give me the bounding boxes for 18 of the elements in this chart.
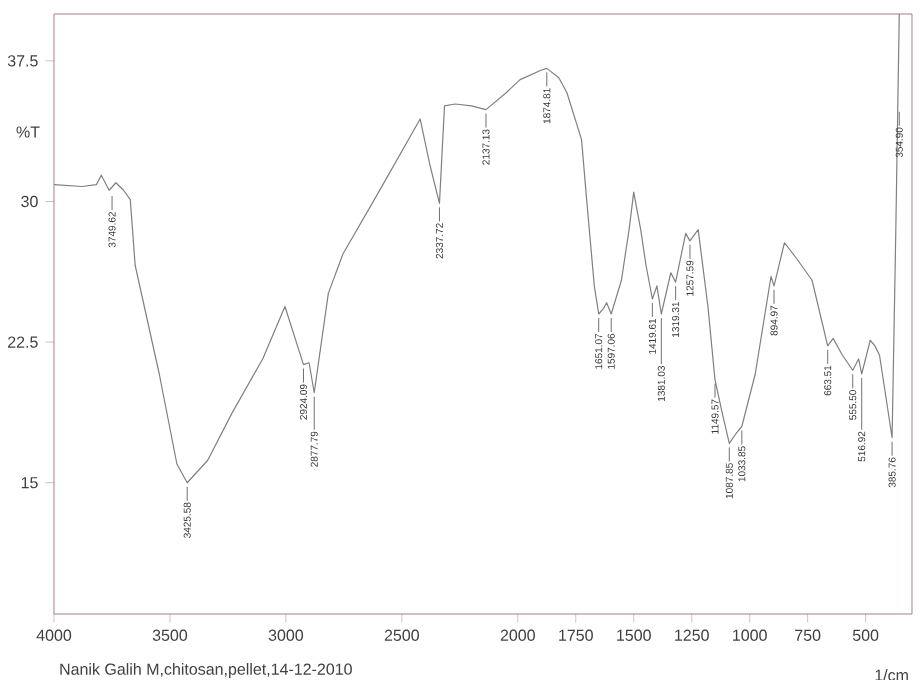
- x-tick-label: 2500: [384, 629, 419, 641]
- x-tick-label: 1000: [733, 629, 767, 641]
- y-tick-label: 22.5: [8, 336, 38, 348]
- x-tick-label: 4000: [36, 629, 72, 641]
- y-tick-label: 15: [21, 477, 38, 489]
- x-tick-label: 1250: [675, 629, 709, 641]
- y-tick-label: 37.5: [7, 55, 38, 67]
- x-tick-label: 750: [795, 629, 821, 641]
- x-tick-label: 500: [852, 629, 879, 641]
- x-axis-title: 1/cm: [875, 669, 908, 680]
- x-tick-label: 3000: [268, 629, 304, 641]
- y-tick-label: 30: [21, 195, 38, 208]
- x-tick-label: 3500: [152, 629, 188, 641]
- x-tick-label: 1750: [559, 629, 593, 641]
- y-axis-title: %T: [16, 126, 40, 138]
- text: Nanik Galih M,chitosan,pellet,14-12-2010: [60, 663, 352, 678]
- x-tick-label: 1500: [617, 629, 651, 641]
- x-tick-label: 2000: [500, 629, 535, 641]
